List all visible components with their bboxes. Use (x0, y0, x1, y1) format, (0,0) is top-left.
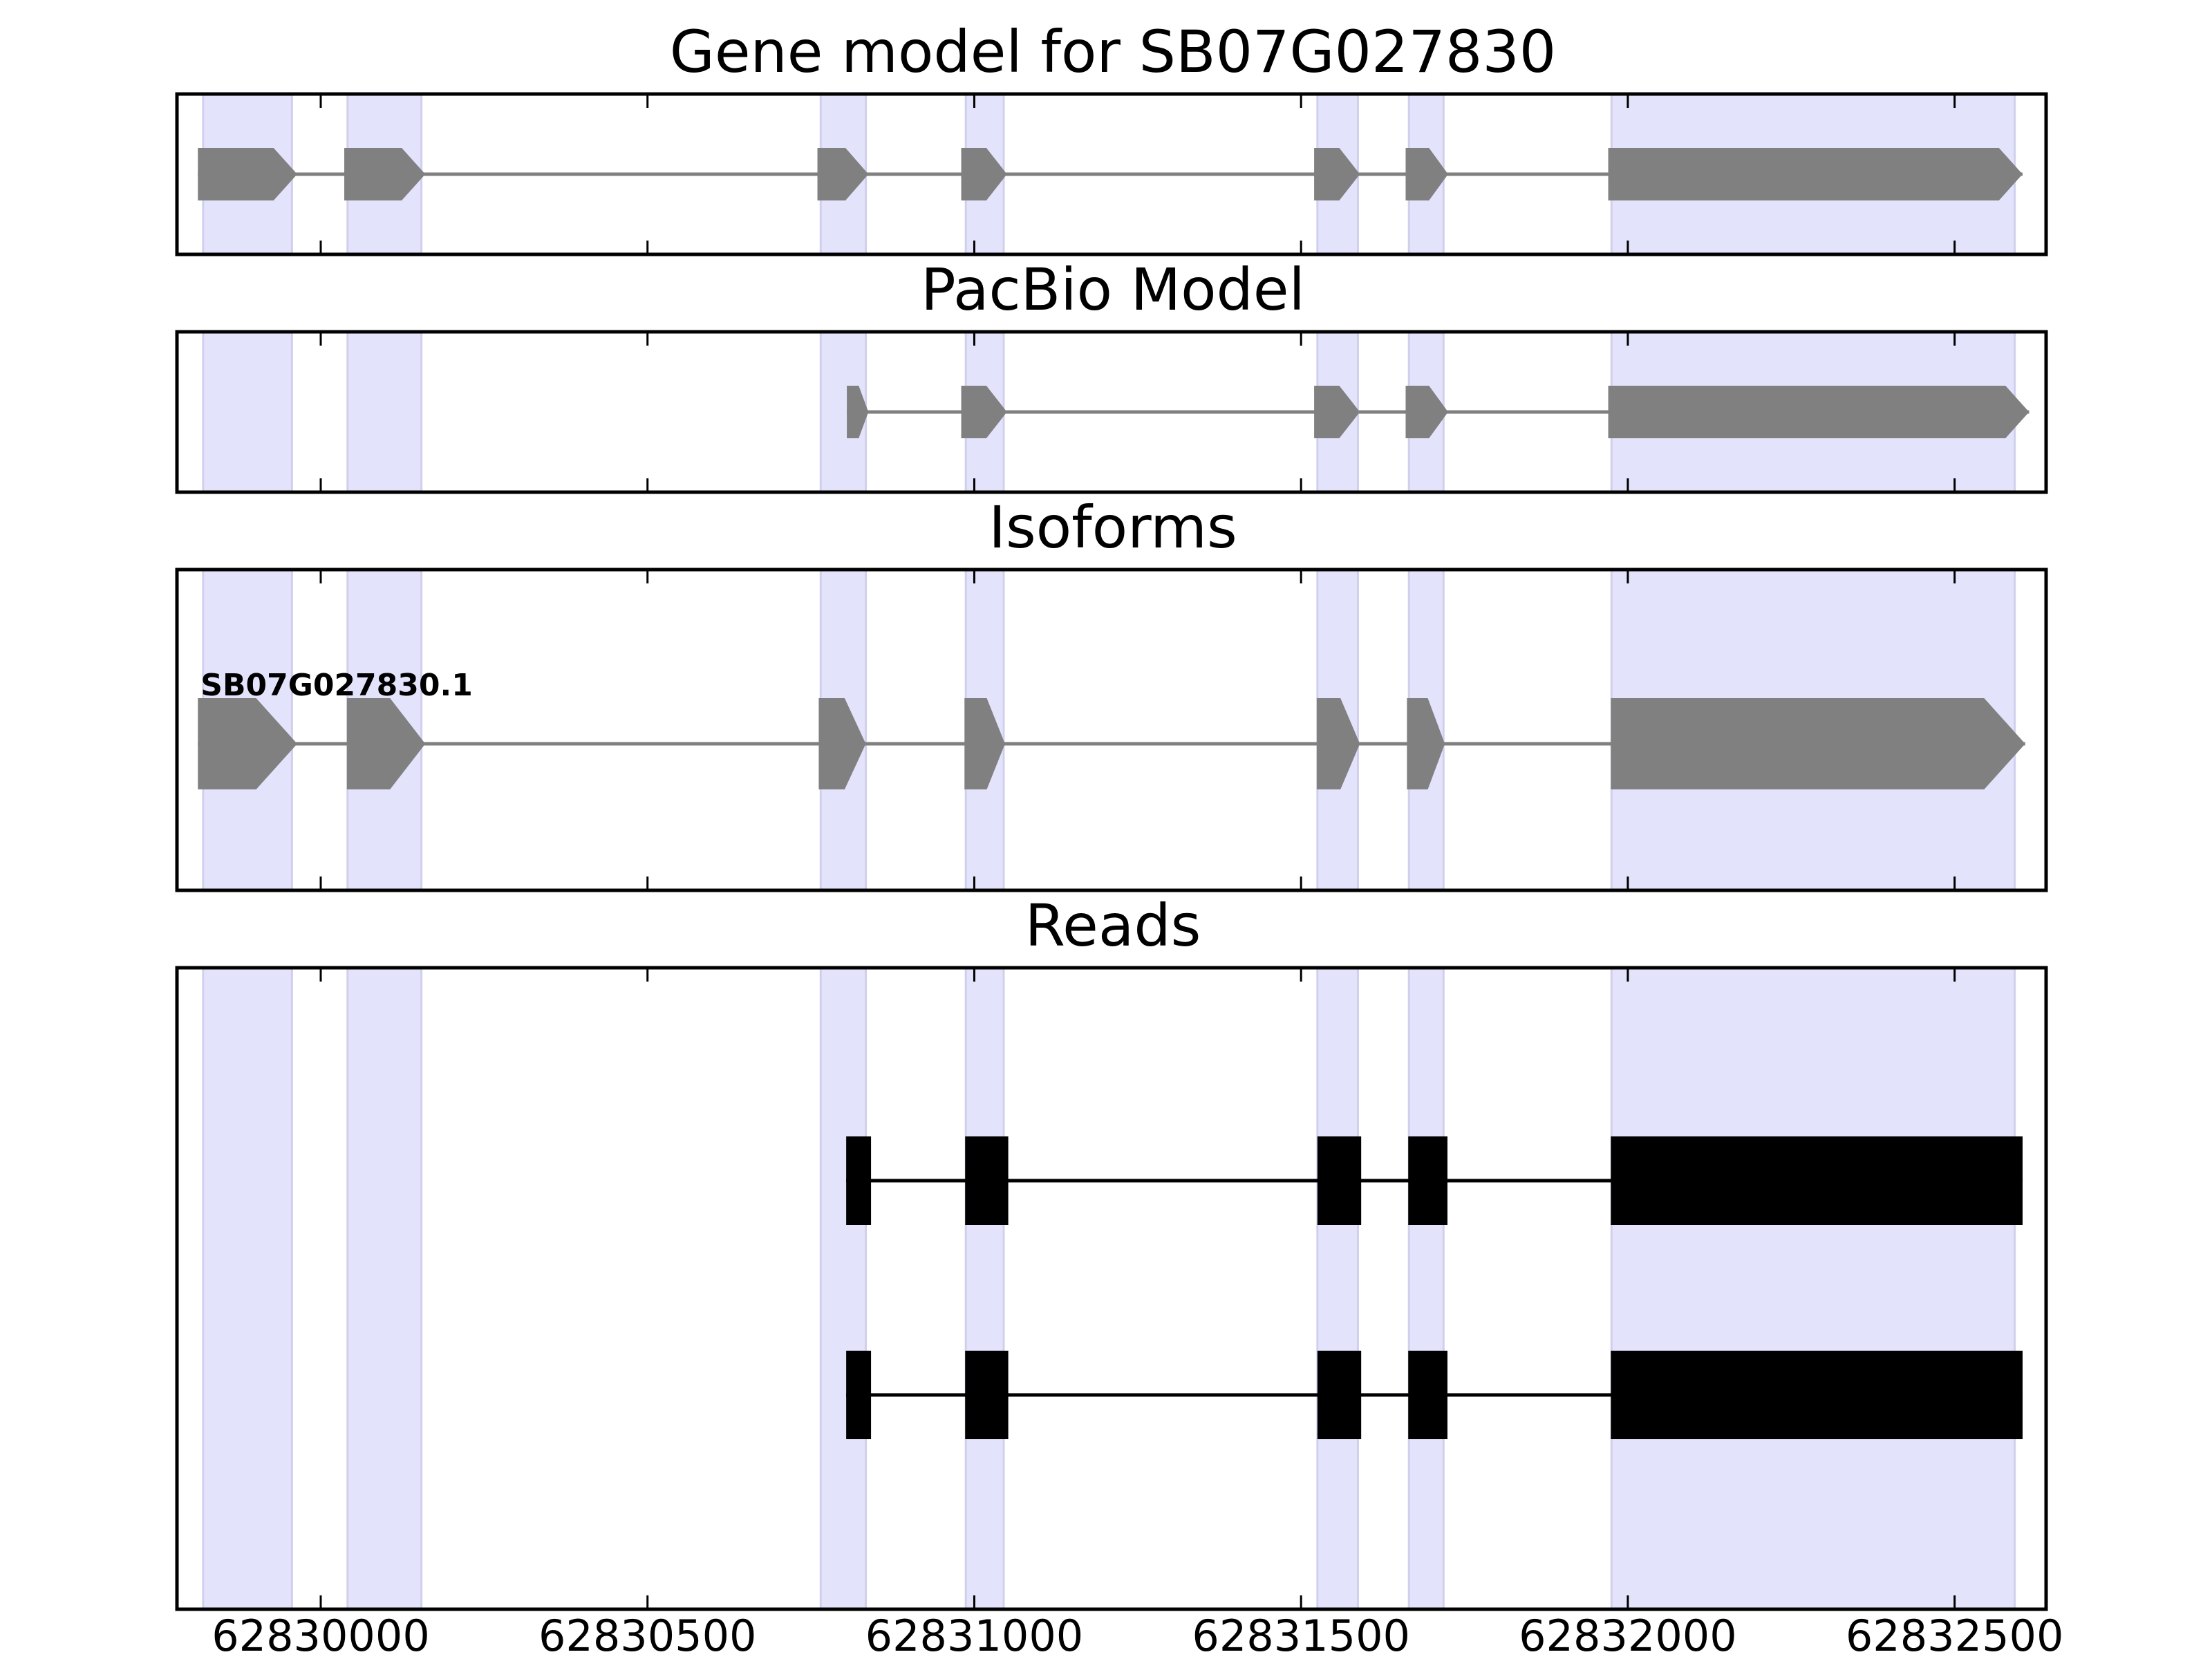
panel-frame (175, 568, 2048, 892)
panel-title: Gene model for SB07G027830 (670, 18, 1556, 86)
exon-arrow (198, 148, 297, 200)
exon-band (819, 966, 868, 1611)
x-tick-label: 62832000 (1519, 1611, 1737, 1659)
exon-band (346, 966, 423, 1611)
track (846, 1136, 2023, 1225)
exon-arrow (1405, 386, 1448, 438)
panel-2: PacBio Model (175, 256, 2048, 494)
exon-band (202, 330, 293, 494)
exon-arrow (1407, 698, 1445, 789)
exon-arrow (1608, 386, 2030, 438)
exon-arrow (344, 148, 426, 200)
exon-arrow (198, 698, 297, 789)
exon-arrow (961, 148, 1007, 200)
x-tick-label: 62830500 (538, 1611, 757, 1659)
track (847, 386, 2030, 438)
exon-band (964, 966, 1005, 1611)
exon-band (202, 966, 293, 1611)
exon-band (1316, 966, 1359, 1611)
exon-arrow (1611, 698, 2025, 789)
panel-title: Isoforms (988, 494, 1237, 561)
exon-arrow (1316, 698, 1360, 789)
read-exon (1408, 1136, 1447, 1225)
exon-arrow (1405, 148, 1448, 200)
exon-arrow (346, 698, 426, 789)
exon-arrow (817, 148, 869, 200)
exon-arrow (964, 698, 1005, 789)
read-exon (965, 1136, 1009, 1225)
panel-frame (175, 92, 2048, 256)
track: SB07G027830.1 (198, 668, 2025, 789)
read-exon (1317, 1351, 1362, 1439)
exon-band (1610, 966, 2016, 1611)
x-tick-label: 62831500 (1192, 1611, 1410, 1659)
read-exon (846, 1136, 872, 1225)
track (846, 1351, 2023, 1439)
panel-title: Reads (1025, 892, 1201, 959)
exon-band (1407, 966, 1445, 1611)
read-exon (1317, 1136, 1362, 1225)
x-tick-label: 62831000 (865, 1611, 1084, 1659)
panel-1: Gene model for SB07G027830 (175, 18, 2048, 256)
panel-frame (175, 330, 2048, 494)
exon-arrow (847, 386, 869, 438)
panel-frame (175, 966, 2048, 1611)
exon-arrow (1608, 148, 2023, 200)
exon-arrow (961, 386, 1007, 438)
exon-arrow (1314, 386, 1360, 438)
exon-band (346, 330, 423, 494)
read-exon (1408, 1351, 1447, 1439)
read-exon (965, 1351, 1009, 1439)
panels: Gene model for SB07G027830 PacBio Model SB… (175, 18, 2064, 1659)
panel-3: SB07G027830.1 Isoforms (175, 494, 2048, 892)
exon-arrow (1314, 148, 1360, 200)
panel-4: Reads (175, 892, 2048, 1611)
panel-title: PacBio Model (921, 256, 1305, 324)
exon-arrow (818, 698, 866, 789)
read-exon (846, 1351, 872, 1439)
x-tick-label: 62832500 (1846, 1611, 2064, 1659)
read-exon (1611, 1351, 2023, 1439)
isoform-label: SB07G027830.1 (200, 668, 473, 703)
read-exon (1611, 1136, 2023, 1225)
x-tick-label: 62830000 (212, 1611, 430, 1659)
track (198, 148, 2023, 200)
